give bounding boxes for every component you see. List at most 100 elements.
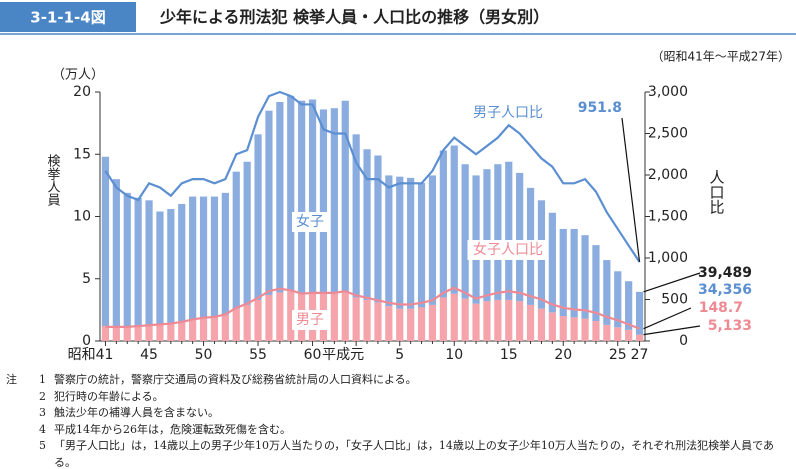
value-label: 5,133 <box>708 318 752 334</box>
y2-tick-label: 2,000 <box>648 167 688 183</box>
bar-1 <box>559 228 567 317</box>
bar-1 <box>178 204 186 323</box>
x-tick-label: 15 <box>500 347 518 363</box>
bar-0 <box>199 318 208 341</box>
bar-1 <box>516 172 524 302</box>
bar-1 <box>461 164 469 299</box>
bar-0 <box>221 314 229 341</box>
series-name: 男子 <box>296 312 324 328</box>
bar-0 <box>559 316 567 341</box>
bar-1 <box>385 175 393 307</box>
bar-0 <box>156 324 164 341</box>
note-lab <box>6 422 28 439</box>
y2-tick-label: 500 <box>661 292 688 308</box>
x-tick-label: 50 <box>195 347 213 363</box>
note-tx: 警察庁の統計，警察庁交通局の資料及び総務省統計局の人口資料による。 <box>54 373 417 386</box>
bar-0 <box>189 319 197 341</box>
bar-1 <box>352 134 360 298</box>
y2-tick-label: 1,500 <box>648 209 688 225</box>
bar-1 <box>298 100 306 294</box>
note-lab <box>6 405 28 422</box>
y2-tick-label: 2,500 <box>648 126 688 142</box>
x-tick-label: 昭和41 <box>68 347 114 363</box>
note: 4 平成14年から26年は，危険運転致死傷を含む。 <box>6 422 790 439</box>
title: 少年による刑法犯 検挙人員・人口比の推移（男女別） <box>159 8 549 27</box>
bar-0 <box>472 303 480 341</box>
bar-0 <box>178 322 186 341</box>
note: 注 1 警察庁の統計，警察庁交通局の資料及び総務省統計局の人口資料による。 <box>6 372 790 389</box>
bar-0 <box>352 297 360 341</box>
bar-1 <box>210 196 219 318</box>
bar-1 <box>625 281 633 330</box>
note-lab: 注 <box>6 373 17 386</box>
bar-0 <box>363 299 371 341</box>
x-tick-label: 10 <box>445 347 463 363</box>
bar-0 <box>537 308 546 341</box>
line-3 <box>105 286 640 330</box>
bar-1 <box>341 100 349 293</box>
bar-1 <box>581 235 589 319</box>
bar-1 <box>167 209 175 324</box>
bar-0 <box>417 307 426 341</box>
bar-0 <box>145 324 153 341</box>
bar-0 <box>614 327 622 341</box>
bar-1 <box>570 228 578 318</box>
value-label: 34,356 <box>698 282 752 298</box>
bar-1 <box>319 109 328 294</box>
bar-1 <box>123 192 131 327</box>
y-label: 検挙人員 <box>45 154 61 206</box>
x-tick-label: 20 <box>554 347 572 363</box>
y-tick-label: 5 <box>82 271 91 287</box>
bar-0 <box>210 317 219 341</box>
bar-1 <box>276 101 284 293</box>
badge: 3-1-1-4図 <box>30 9 105 27</box>
bar-1 <box>407 177 415 309</box>
bar-0 <box>112 326 120 341</box>
notes: 注 1 警察庁の統計，警察庁交通局の資料及び総務省統計局の人口資料による。 2 犯行時の… <box>6 372 790 469</box>
bar-1 <box>396 176 404 309</box>
note-tx: 平成14年から26年は，危険運転致死傷を含む。 <box>54 422 291 436</box>
bar-0 <box>526 304 535 341</box>
y-tick-label: 0 <box>82 333 91 349</box>
bar-0 <box>635 334 644 341</box>
y-tick-label: 10 <box>73 209 91 225</box>
bar-0 <box>428 304 437 341</box>
x-tick-label: 5 <box>395 347 404 363</box>
bar-0 <box>243 304 251 341</box>
bar-1 <box>417 182 426 308</box>
x-tick-label: 60 <box>304 347 322 363</box>
bar-0 <box>134 326 142 341</box>
bar-1 <box>254 134 262 300</box>
value-label: 951.8 <box>578 100 622 116</box>
bar-1 <box>603 260 611 325</box>
y2-tick-label: 3,000 <box>648 84 688 100</box>
note-lab <box>6 438 28 469</box>
bar-0 <box>581 318 589 341</box>
bar-0 <box>287 291 295 341</box>
bar-1 <box>483 169 491 302</box>
bar-1 <box>374 155 382 303</box>
x-tick-label: 45 <box>140 347 158 363</box>
bar-1 <box>243 161 251 305</box>
bar-1 <box>363 149 371 300</box>
bar-1 <box>428 175 437 305</box>
series-name: 女子人口比 <box>473 241 543 258</box>
bar-1 <box>221 192 229 315</box>
subtitle: （昭和41年～平成27年） <box>651 50 790 64</box>
bar-0 <box>330 293 338 341</box>
note-num: 2 <box>39 389 46 403</box>
bar-1 <box>308 99 317 294</box>
note: 3 触法少年の補導人員を含まない。 <box>6 405 790 422</box>
y-unit: （万人） <box>52 68 104 83</box>
bar-0 <box>439 297 447 341</box>
x-tick-label: 27 <box>631 347 649 363</box>
badge-bg <box>0 2 136 32</box>
bar-0 <box>385 306 393 341</box>
bar-1 <box>592 245 600 322</box>
leader <box>621 117 641 263</box>
y-tick-label: 20 <box>73 84 91 100</box>
bar-1 <box>265 110 273 295</box>
bar-1 <box>472 175 480 304</box>
series-name: 男子人口比 <box>473 105 543 121</box>
